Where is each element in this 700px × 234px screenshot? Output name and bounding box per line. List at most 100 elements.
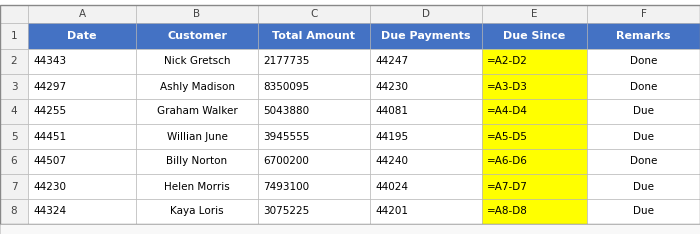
Bar — [587, 49, 700, 74]
Bar — [370, 124, 482, 149]
Bar — [136, 149, 258, 174]
Text: 2177735: 2177735 — [263, 56, 309, 66]
Text: 44081: 44081 — [375, 106, 408, 117]
Text: 6: 6 — [10, 157, 18, 167]
Text: 44230: 44230 — [33, 182, 66, 191]
Text: 44451: 44451 — [33, 132, 66, 142]
Bar — [28, 49, 136, 74]
Bar — [587, 199, 700, 224]
Bar — [482, 174, 587, 199]
Bar — [482, 149, 587, 174]
Text: 44324: 44324 — [33, 206, 66, 216]
Text: =A4-D4: =A4-D4 — [487, 106, 528, 117]
Bar — [482, 124, 587, 149]
Bar — [370, 99, 482, 124]
Text: 44201: 44201 — [375, 206, 408, 216]
Text: 44240: 44240 — [375, 157, 408, 167]
Text: Due: Due — [633, 132, 654, 142]
Bar — [28, 149, 136, 174]
Bar — [587, 74, 700, 99]
Bar — [0, 5, 28, 23]
Bar — [28, 5, 136, 23]
Bar — [258, 124, 370, 149]
Bar — [370, 23, 482, 49]
Text: 44507: 44507 — [33, 157, 66, 167]
Bar — [482, 49, 587, 74]
Text: 1: 1 — [10, 31, 18, 41]
Bar — [0, 174, 28, 199]
Text: Graham Walker: Graham Walker — [157, 106, 237, 117]
Text: =A2-D2: =A2-D2 — [487, 56, 528, 66]
Bar — [370, 199, 482, 224]
Bar — [0, 224, 700, 234]
Text: Billy Norton: Billy Norton — [167, 157, 228, 167]
Text: 5: 5 — [10, 132, 18, 142]
Text: Due: Due — [633, 106, 654, 117]
Bar — [258, 23, 370, 49]
Bar — [258, 174, 370, 199]
Bar — [482, 199, 587, 224]
Bar — [136, 199, 258, 224]
Text: D: D — [422, 9, 430, 19]
Text: =A7-D7: =A7-D7 — [487, 182, 528, 191]
Text: =A3-D3: =A3-D3 — [487, 81, 528, 91]
Text: Total Amount: Total Amount — [272, 31, 356, 41]
Bar — [482, 74, 587, 99]
Text: 3075225: 3075225 — [263, 206, 309, 216]
Text: Nick Gretsch: Nick Gretsch — [164, 56, 230, 66]
Text: 6700200: 6700200 — [263, 157, 309, 167]
Text: 8: 8 — [10, 206, 18, 216]
Bar — [0, 74, 28, 99]
Text: Remarks: Remarks — [616, 31, 671, 41]
Text: Customer: Customer — [167, 31, 227, 41]
Bar — [28, 23, 136, 49]
Text: Done: Done — [630, 157, 657, 167]
Text: Ashly Madison: Ashly Madison — [160, 81, 234, 91]
Bar — [370, 174, 482, 199]
Bar — [28, 124, 136, 149]
Bar — [28, 99, 136, 124]
Bar — [587, 149, 700, 174]
Text: 7493100: 7493100 — [263, 182, 309, 191]
Text: 8350095: 8350095 — [263, 81, 309, 91]
Bar — [136, 49, 258, 74]
Bar — [136, 23, 258, 49]
Text: 44343: 44343 — [33, 56, 66, 66]
Bar — [0, 23, 28, 49]
Text: 4: 4 — [10, 106, 18, 117]
Bar — [482, 23, 587, 49]
Bar — [0, 149, 28, 174]
Bar — [258, 149, 370, 174]
Bar — [0, 199, 28, 224]
Bar — [370, 49, 482, 74]
Text: Helen Morris: Helen Morris — [164, 182, 230, 191]
Bar — [258, 99, 370, 124]
Text: Date: Date — [67, 31, 97, 41]
Bar — [136, 99, 258, 124]
Bar — [28, 174, 136, 199]
Bar — [28, 199, 136, 224]
Bar — [0, 49, 28, 74]
Bar — [587, 23, 700, 49]
Text: 2: 2 — [10, 56, 18, 66]
Text: Done: Done — [630, 81, 657, 91]
Text: 3945555: 3945555 — [263, 132, 309, 142]
Text: =A8-D8: =A8-D8 — [487, 206, 528, 216]
Text: =A5-D5: =A5-D5 — [487, 132, 528, 142]
Text: 44195: 44195 — [375, 132, 408, 142]
Text: E: E — [531, 9, 538, 19]
Bar — [482, 5, 587, 23]
Text: 44255: 44255 — [33, 106, 66, 117]
Text: B: B — [193, 9, 201, 19]
Bar — [258, 5, 370, 23]
Bar — [0, 99, 28, 124]
Text: 5043880: 5043880 — [263, 106, 309, 117]
Bar — [28, 74, 136, 99]
Text: C: C — [310, 9, 318, 19]
Text: Due: Due — [633, 182, 654, 191]
Bar — [258, 199, 370, 224]
Bar — [587, 174, 700, 199]
Bar — [587, 5, 700, 23]
Text: 44024: 44024 — [375, 182, 408, 191]
Text: Done: Done — [630, 56, 657, 66]
